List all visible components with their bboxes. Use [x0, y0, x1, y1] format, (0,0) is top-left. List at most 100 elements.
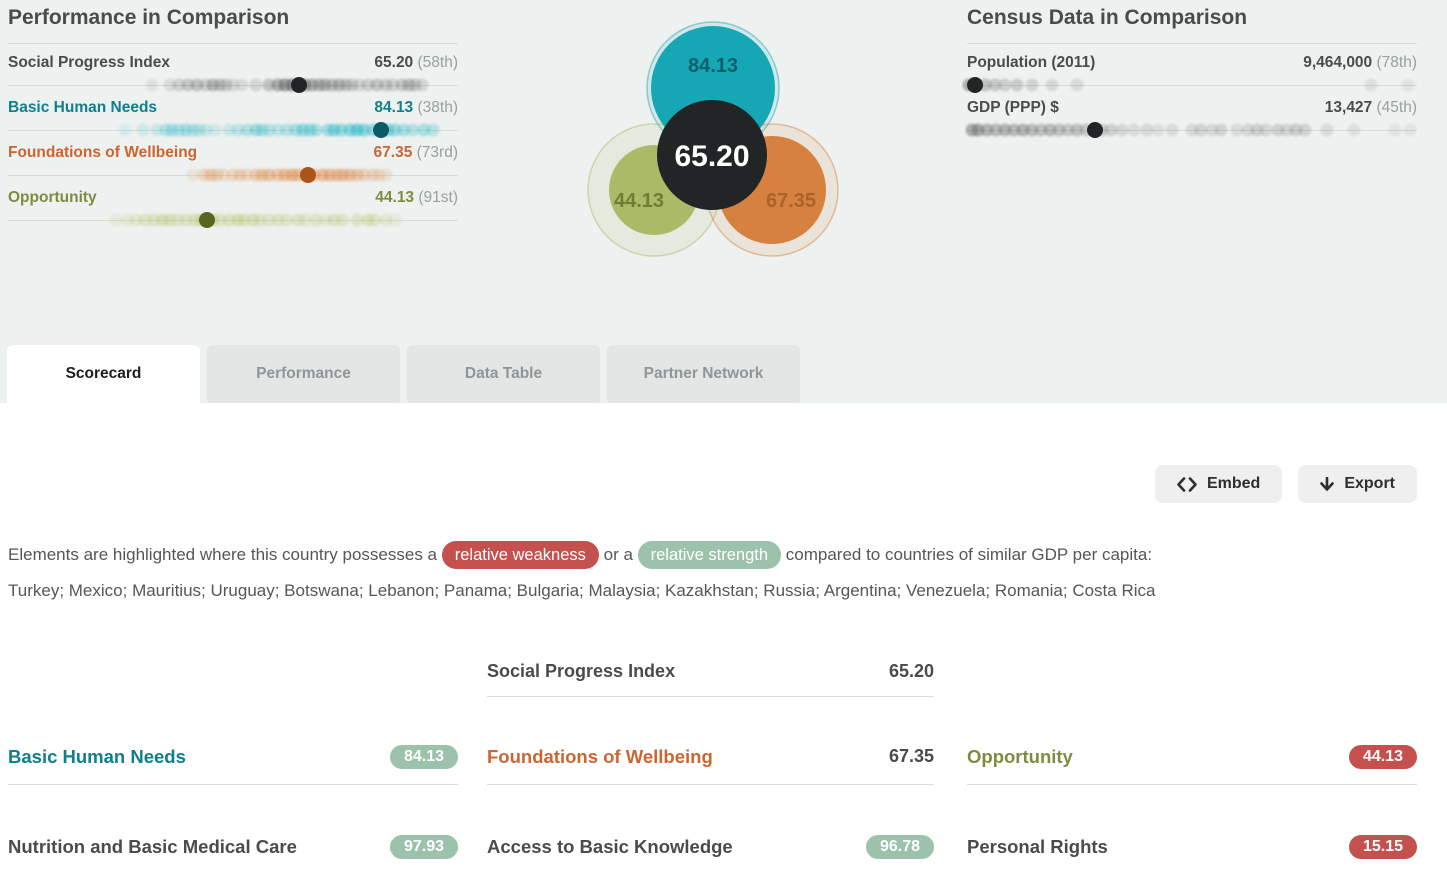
- comparison-country-dot: [208, 123, 222, 137]
- census-metric-rows: Population (2011) 9,464,000 (78th) GDP (PP…: [962, 53, 1417, 143]
- comparison-country-dot: [998, 123, 1012, 137]
- comparison-country-dot: [379, 213, 393, 227]
- metric-rank: (73rd): [412, 144, 458, 161]
- comparison-country-dot: [280, 213, 294, 227]
- comparison-country-dot: [271, 213, 285, 227]
- comparison-country-dot: [150, 123, 163, 137]
- comparison-country-dot: [181, 78, 195, 92]
- comparison-country-dot: [1115, 123, 1129, 137]
- tab-partner-network[interactable]: Partner Network: [607, 345, 800, 403]
- selected-country-dot[interactable]: [291, 77, 308, 93]
- comparison-country-dot: [179, 123, 193, 137]
- comparison-country-dot: [417, 123, 431, 137]
- comparison-country-dot: [402, 78, 415, 92]
- selected-country-dot[interactable]: [198, 212, 215, 228]
- tab-data-table[interactable]: Data Table: [407, 345, 600, 403]
- selected-country-dot[interactable]: [373, 122, 390, 138]
- score-badge-red: 44.13: [1349, 744, 1417, 769]
- export-button-label: Export: [1344, 475, 1395, 492]
- comparison-country-dot: [1034, 123, 1048, 137]
- scorecard-row-basic-human-needs[interactable]: Basic Human Needs 84.13: [8, 742, 458, 785]
- action-buttons: Embed Export: [1154, 465, 1417, 503]
- tab-performance[interactable]: Performance: [207, 345, 400, 403]
- comparison-country-dot: [361, 78, 375, 92]
- comparison-country-dot: [336, 168, 350, 182]
- comparison-country-dot: [253, 213, 267, 227]
- metric-label: Social Progress Index: [8, 54, 170, 71]
- metric-value: 9,464,000 (78th): [1303, 54, 1417, 71]
- comparison-country-dot: [1230, 123, 1244, 137]
- metric-value: 84.13 (38th): [374, 99, 458, 116]
- embed-button[interactable]: Embed: [1154, 465, 1283, 503]
- comparison-country-dot: [332, 78, 346, 92]
- comparison-country-dot: [1061, 123, 1075, 137]
- comparison-country-dot: [379, 168, 393, 182]
- selected-country-dot[interactable]: [300, 167, 317, 183]
- comparison-country-dot: [316, 168, 330, 182]
- metric-label: GDP (PPP) $: [967, 99, 1059, 116]
- selected-country-dot[interactable]: [967, 77, 984, 93]
- venn-value-foundations-of-wellbeing: 67.35: [766, 190, 816, 212]
- highlight-note-line: Elements are highlighted where this coun…: [8, 537, 1433, 573]
- export-button[interactable]: Export: [1298, 465, 1417, 503]
- comparison-country-dot: [325, 78, 339, 92]
- comparison-country-dot: [1347, 123, 1361, 137]
- comparison-country-dot: [213, 213, 226, 227]
- tab-scorecard[interactable]: Scorecard: [7, 345, 200, 403]
- scorecard-row-access-to-basic-knowledge[interactable]: Access to Basic Knowledge 96.78: [487, 832, 934, 874]
- comparison-country-dot: [330, 168, 343, 182]
- comparison-country-dot: [309, 213, 323, 227]
- comparison-country-dot: [262, 123, 276, 137]
- comparison-country-dot: [190, 78, 204, 92]
- comparison-country-dot: [334, 123, 348, 137]
- comparison-country-dot: [186, 123, 199, 137]
- comparison-country-dot: [1214, 123, 1228, 137]
- metric-label: Basic Human Needs: [8, 99, 158, 116]
- distribution-strip: [965, 118, 1417, 142]
- census-panel-title: Census Data in Comparison: [967, 6, 1417, 44]
- comparison-country-dot: [226, 78, 240, 92]
- scorecard-row-label: Opportunity: [967, 745, 1073, 767]
- comparison-country-dot: [204, 168, 217, 182]
- comparison-country-dot: [129, 213, 143, 227]
- comparison-country-dot: [217, 168, 231, 182]
- comparison-country-dot: [226, 168, 240, 182]
- comparison-country-dot: [145, 78, 159, 92]
- scorecard-column-basic-human-needs: Basic Human Needs 84.13 Nutrition and Basi…: [8, 742, 458, 874]
- selected-country-dot[interactable]: [1086, 122, 1103, 138]
- comparison-country-dot: [179, 213, 193, 227]
- comparison-country-dot: [1025, 123, 1039, 137]
- scorecard-row-personal-rights[interactable]: Personal Rights 15.15: [967, 832, 1417, 874]
- comparison-country-dot: [345, 78, 359, 92]
- highlight-note: Elements are highlighted where this coun…: [8, 537, 1433, 609]
- comparison-country-dot: [350, 168, 364, 182]
- comparison-country-dot: [988, 78, 1002, 92]
- distribution-strip: [962, 73, 1417, 97]
- comparison-country-dot: [370, 78, 384, 92]
- comparison-country-dot: [188, 213, 202, 227]
- comparison-country-dot: [285, 168, 298, 182]
- comparison-country-dot: [368, 213, 382, 227]
- venn-circle-social-progress-index[interactable]: [657, 100, 767, 210]
- comparison-country-dot: [163, 78, 177, 92]
- scorecard-row-nutrition-and-basic-medical-care[interactable]: Nutrition and Basic Medical Care 97.93: [8, 832, 458, 874]
- scorecard-row-foundations-of-wellbeing[interactable]: Foundations of Wellbeing 67.35: [487, 742, 934, 785]
- comparison-country-dot: [327, 123, 341, 137]
- comparison-country-dot: [271, 168, 285, 182]
- metric-value: 65.20 (58th): [374, 54, 458, 71]
- comparison-country-dot: [1401, 78, 1415, 92]
- metric-label: Population (2011): [967, 54, 1096, 71]
- comparison-country-dot: [318, 78, 332, 92]
- download-icon: [1320, 476, 1335, 492]
- distribution-strip: [8, 163, 458, 187]
- comparison-country-dot: [199, 123, 213, 137]
- distribution-strip: [8, 73, 458, 97]
- weakness-pill: relative weakness: [441, 541, 599, 569]
- comparison-country-dot: [1151, 123, 1165, 137]
- scorecard-column-opportunity: Opportunity 44.13 Personal Rights 15.15: [967, 742, 1417, 874]
- comparison-country-dot: [1271, 123, 1284, 137]
- strip-axis-line: [8, 220, 458, 221]
- scorecard-row-opportunity[interactable]: Opportunity 44.13: [967, 742, 1417, 785]
- venn-value-opportunity: 44.13: [614, 190, 664, 212]
- comparison-country-dot: [296, 123, 310, 137]
